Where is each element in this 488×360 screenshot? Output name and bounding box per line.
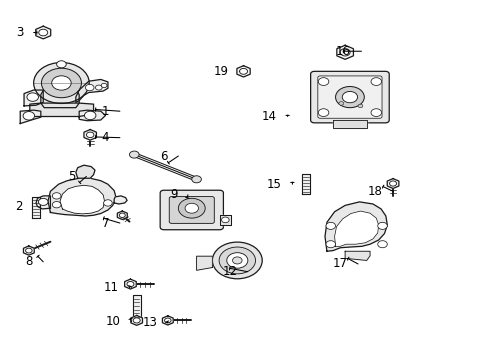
Text: 9: 9 — [169, 188, 177, 201]
Circle shape — [34, 63, 89, 103]
Circle shape — [318, 78, 328, 85]
Circle shape — [221, 217, 229, 223]
Circle shape — [377, 241, 386, 248]
Text: 13: 13 — [142, 316, 157, 329]
Text: 4: 4 — [102, 131, 109, 144]
Circle shape — [23, 112, 35, 120]
Circle shape — [119, 213, 125, 217]
Text: 1: 1 — [102, 105, 109, 118]
Text: 18: 18 — [367, 185, 382, 198]
Circle shape — [184, 203, 198, 213]
Text: 2: 2 — [16, 200, 23, 213]
Text: 3: 3 — [16, 26, 23, 39]
Circle shape — [127, 282, 134, 287]
Circle shape — [340, 49, 349, 56]
Circle shape — [103, 200, 112, 206]
Circle shape — [129, 151, 139, 158]
Polygon shape — [345, 251, 369, 260]
Circle shape — [86, 132, 94, 138]
Circle shape — [370, 78, 381, 85]
Circle shape — [178, 198, 205, 218]
Circle shape — [84, 111, 96, 120]
Polygon shape — [32, 197, 40, 219]
Polygon shape — [196, 256, 212, 270]
FancyBboxPatch shape — [317, 76, 381, 118]
Circle shape — [342, 91, 357, 103]
Circle shape — [164, 318, 171, 323]
Circle shape — [52, 193, 61, 199]
Polygon shape — [20, 110, 41, 123]
Polygon shape — [219, 215, 231, 225]
Polygon shape — [84, 130, 96, 140]
Text: 12: 12 — [222, 265, 237, 278]
Circle shape — [133, 318, 140, 323]
Circle shape — [389, 181, 396, 186]
Polygon shape — [386, 179, 398, 189]
Text: 17: 17 — [332, 257, 347, 270]
Circle shape — [39, 29, 48, 36]
Circle shape — [191, 176, 201, 183]
Polygon shape — [302, 174, 309, 194]
Polygon shape — [336, 45, 353, 59]
Polygon shape — [23, 246, 34, 255]
Circle shape — [325, 241, 335, 248]
Circle shape — [41, 68, 81, 98]
Text: 5: 5 — [68, 170, 76, 183]
Polygon shape — [76, 165, 95, 178]
Polygon shape — [30, 103, 93, 117]
Circle shape — [226, 253, 247, 268]
Text: 7: 7 — [102, 217, 109, 230]
Polygon shape — [124, 279, 136, 289]
Polygon shape — [76, 80, 108, 102]
Circle shape — [27, 93, 39, 101]
Text: 8: 8 — [25, 255, 33, 268]
Polygon shape — [24, 90, 43, 106]
Circle shape — [25, 248, 32, 253]
Circle shape — [219, 247, 255, 274]
Polygon shape — [131, 315, 142, 325]
Polygon shape — [114, 196, 127, 204]
Circle shape — [85, 84, 94, 91]
Text: 11: 11 — [104, 281, 119, 294]
Polygon shape — [41, 89, 79, 108]
Polygon shape — [236, 66, 250, 77]
Polygon shape — [133, 295, 140, 320]
Polygon shape — [48, 178, 116, 216]
Circle shape — [335, 86, 364, 108]
Circle shape — [52, 76, 71, 90]
Circle shape — [57, 61, 66, 68]
Polygon shape — [117, 211, 127, 220]
Circle shape — [325, 222, 335, 229]
Polygon shape — [36, 196, 50, 209]
Circle shape — [357, 104, 362, 108]
Text: 16: 16 — [335, 45, 350, 58]
Circle shape — [232, 257, 242, 264]
Circle shape — [212, 242, 262, 279]
Circle shape — [39, 198, 48, 206]
Polygon shape — [162, 316, 173, 325]
FancyBboxPatch shape — [169, 197, 214, 224]
Circle shape — [370, 109, 381, 117]
FancyBboxPatch shape — [160, 190, 223, 230]
FancyBboxPatch shape — [310, 71, 388, 123]
Text: 14: 14 — [262, 110, 277, 123]
Circle shape — [338, 102, 343, 105]
Circle shape — [239, 68, 247, 74]
Polygon shape — [79, 110, 105, 121]
Circle shape — [101, 83, 107, 87]
Circle shape — [95, 85, 102, 90]
Circle shape — [52, 202, 61, 208]
Circle shape — [377, 222, 386, 229]
Text: 15: 15 — [266, 178, 281, 191]
Polygon shape — [332, 120, 366, 128]
Text: 10: 10 — [106, 315, 121, 328]
Text: 19: 19 — [214, 65, 229, 78]
Polygon shape — [325, 202, 386, 251]
Text: 6: 6 — [160, 149, 167, 162]
Polygon shape — [36, 26, 51, 39]
Polygon shape — [60, 185, 104, 214]
Polygon shape — [334, 211, 378, 246]
Circle shape — [318, 109, 328, 117]
